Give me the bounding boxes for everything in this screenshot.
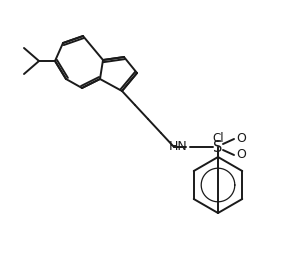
Text: HN: HN — [169, 141, 188, 153]
Text: O: O — [236, 133, 246, 146]
Text: O: O — [236, 148, 246, 162]
Text: S: S — [213, 140, 223, 155]
Text: Cl: Cl — [212, 132, 224, 145]
